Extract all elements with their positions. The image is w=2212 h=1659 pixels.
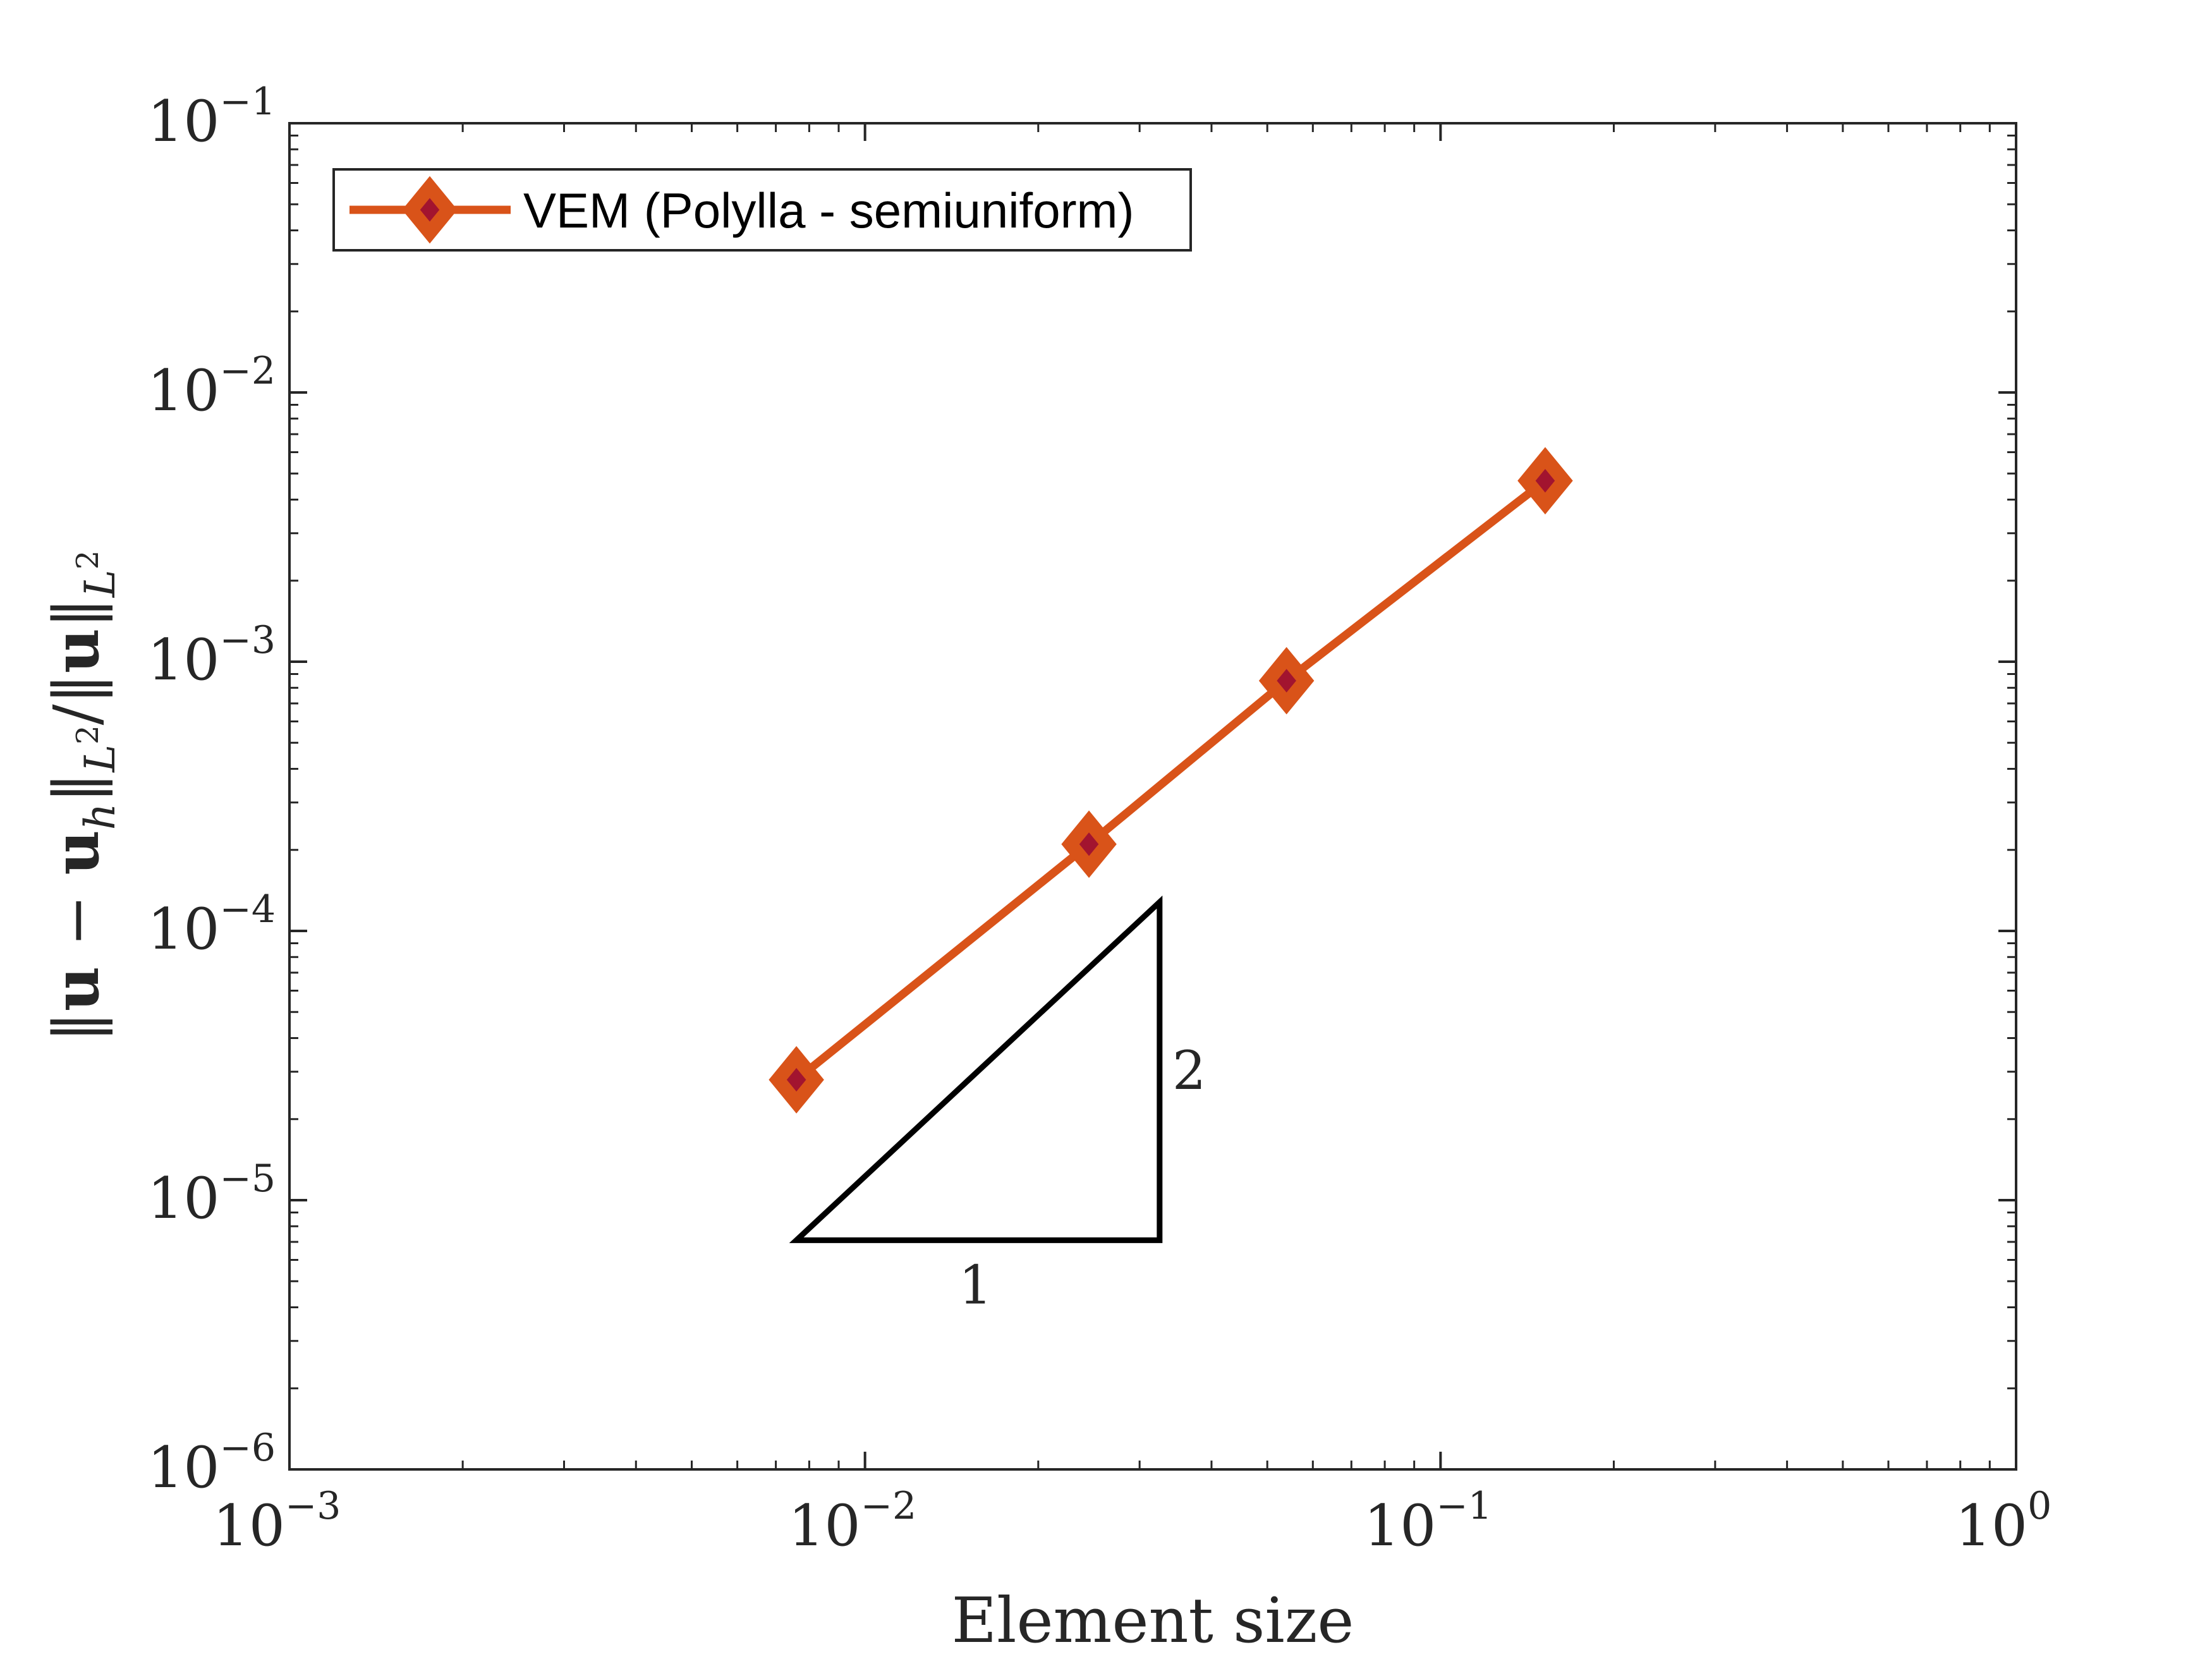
x-tick-label: 100 <box>1955 1484 2052 1559</box>
x-tick-label: 10−2 <box>788 1484 916 1559</box>
y-tick-label: 10−3 <box>147 618 276 693</box>
y-tick-label: 10−4 <box>147 887 276 963</box>
slope-rise-label: 2 <box>1172 1040 1206 1102</box>
y-tick-label: 10−2 <box>147 349 276 424</box>
y-tick-labels: 10−6 10−5 10−4 10−3 10−2 10−1 <box>147 80 276 1501</box>
minor-ticks <box>289 123 2016 1469</box>
series-line <box>794 477 1548 1083</box>
y-tick-label: 10−6 <box>147 1426 276 1501</box>
data-point-marker <box>1258 647 1315 715</box>
y-axis-label-text: ‖u − uh‖L2/‖u‖L2 <box>40 550 125 1043</box>
y-tick-label: 10−1 <box>147 80 276 155</box>
data-point-marker <box>1517 447 1573 515</box>
x-tick-label: 10−1 <box>1364 1484 1492 1559</box>
x-axis-label: Element size <box>952 1585 1354 1657</box>
y-tick-label: 10−5 <box>147 1157 276 1232</box>
slope-triangle-shape <box>789 895 1163 1243</box>
legend-marker <box>402 176 458 244</box>
data-point-marker <box>769 1046 824 1114</box>
data-point-marker <box>1061 810 1117 878</box>
series-layer <box>769 447 1573 1114</box>
legend-entry-label: VEM (Polylla - semiuniform) <box>523 183 1134 238</box>
slope-run-label: 1 <box>959 1254 992 1316</box>
slope-triangle: 12 <box>789 895 1206 1316</box>
y-axis-label: ‖u − uh‖L2/‖u‖L2 <box>40 550 125 1043</box>
legend: VEM (Polylla - semiuniform) <box>332 168 1192 252</box>
x-tick-labels: 10−3 10−2 10−1 100 <box>213 1484 2052 1559</box>
x-tick-label: 10−3 <box>213 1484 341 1559</box>
axes-box <box>288 122 2017 1471</box>
